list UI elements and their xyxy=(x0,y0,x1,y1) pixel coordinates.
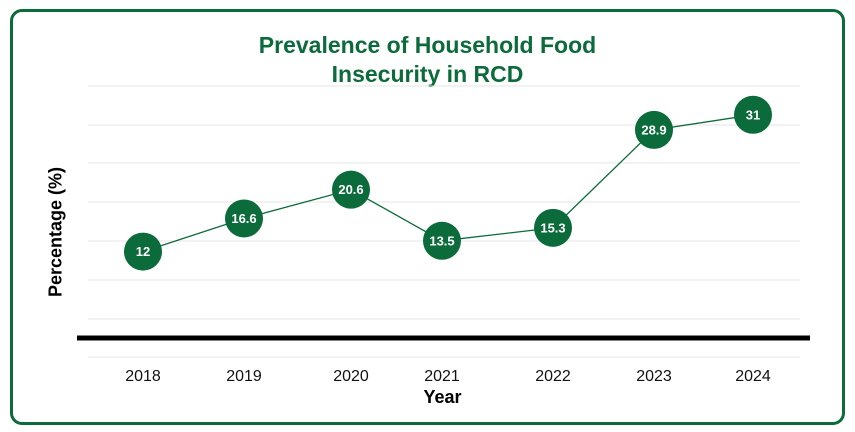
data-label: 31 xyxy=(746,107,760,122)
data-point-marker xyxy=(332,170,370,209)
data-point-2018: 12 xyxy=(124,232,162,271)
x-tick-label: 2024 xyxy=(735,368,771,385)
x-tick-label: 2022 xyxy=(535,368,571,385)
data-label: 15.3 xyxy=(540,220,565,235)
x-axis-label: Year xyxy=(423,387,462,407)
data-label: 28.9 xyxy=(641,122,666,137)
data-point-marker xyxy=(124,232,162,271)
y-axis-label: Percentage (%) xyxy=(45,166,66,298)
chart-frame xyxy=(10,9,845,425)
chart-title: Prevalence of Household Food Insecurity … xyxy=(0,31,855,89)
data-point-2020: 20.6 xyxy=(332,170,370,209)
data-point-marker xyxy=(734,95,772,134)
gridlines xyxy=(88,85,800,358)
chart-title-line-2: Insecurity in RCD xyxy=(331,61,524,87)
x-tick-label: 2018 xyxy=(125,368,161,385)
data-label: 16.6 xyxy=(231,211,256,226)
data-point-2023: 28.9 xyxy=(635,110,673,149)
data-point-marker xyxy=(225,199,263,238)
data-point-marker xyxy=(423,221,461,260)
data-markers: 12 16.6 20.6 13.5 15.3 28.9 31 xyxy=(124,95,772,271)
data-point-2021: 13.5 xyxy=(423,221,461,260)
x-tick-label: 2019 xyxy=(226,368,262,385)
x-tick-labels: 2018 2019 2020 2021 2022 2023 2024 xyxy=(125,368,771,385)
data-label: 20.6 xyxy=(338,182,363,197)
x-tick-label: 2023 xyxy=(636,368,672,385)
data-label: 12 xyxy=(136,244,150,259)
data-point-2024: 31 xyxy=(734,95,772,134)
data-label: 13.5 xyxy=(429,233,454,248)
data-point-marker xyxy=(635,110,673,149)
data-point-2022: 15.3 xyxy=(534,208,572,247)
x-tick-label: 2021 xyxy=(424,368,460,385)
chart-title-line-1: Prevalence of Household Food xyxy=(258,32,597,58)
data-point-marker xyxy=(534,208,572,247)
x-tick-label: 2020 xyxy=(333,368,369,385)
data-point-2019: 16.6 xyxy=(225,199,263,238)
